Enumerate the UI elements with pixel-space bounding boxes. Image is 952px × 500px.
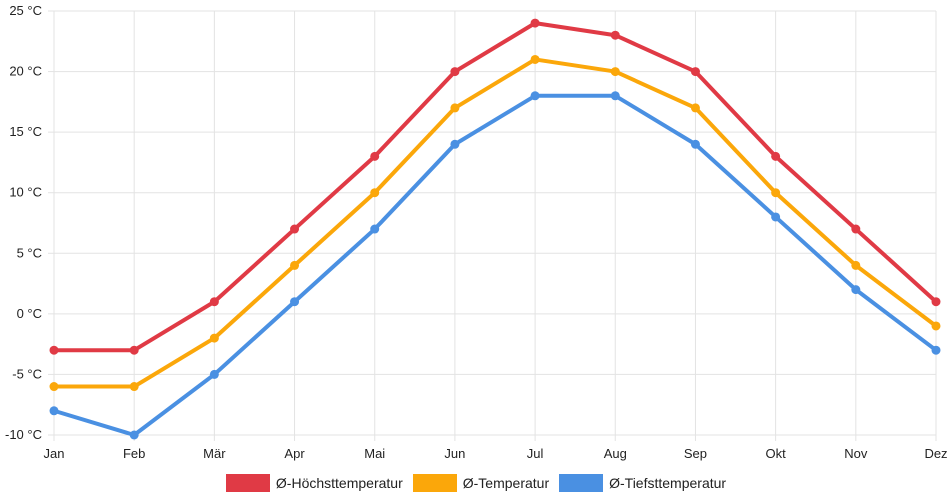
legend-label: Ø-Temperatur: [462, 475, 550, 491]
legend-item[interactable]: Ø-Temperatur: [412, 474, 550, 492]
data-point[interactable]: [610, 91, 620, 101]
data-point[interactable]: [851, 285, 861, 295]
legend-swatch: [559, 474, 604, 492]
data-point[interactable]: [690, 103, 700, 113]
data-point[interactable]: [49, 345, 59, 355]
data-point[interactable]: [931, 297, 941, 307]
data-point[interactable]: [209, 369, 219, 379]
y-tick-label: 5 °C: [17, 245, 42, 260]
x-tick-label: Mär: [203, 446, 226, 461]
data-point[interactable]: [771, 188, 781, 198]
chart-legend: Ø-Höchsttemperatur Ø-Temperatur Ø-Tiefstte…: [0, 472, 952, 494]
data-point[interactable]: [290, 260, 300, 270]
data-point[interactable]: [690, 67, 700, 77]
data-point[interactable]: [129, 430, 139, 440]
x-tick-label: Okt: [766, 446, 787, 461]
x-tick-label: Apr: [284, 446, 305, 461]
y-axis-ticks: -10 °C -5 °C 0 °C 5 °C 10 °C 15 °C 20 °C 25 °C: [5, 3, 42, 442]
data-point[interactable]: [851, 224, 861, 234]
data-point[interactable]: [290, 297, 300, 307]
data-point[interactable]: [931, 321, 941, 331]
data-point[interactable]: [209, 297, 219, 307]
y-tick-label: 0 °C: [17, 306, 42, 321]
legend-swatch: [225, 474, 270, 492]
series-1: [49, 54, 941, 392]
data-point[interactable]: [290, 224, 300, 234]
data-point[interactable]: [530, 18, 540, 28]
series-line: [52, 93, 938, 437]
y-tick-label: 15 °C: [9, 124, 42, 139]
data-point[interactable]: [610, 30, 620, 40]
x-tick-label: Dez: [924, 446, 947, 461]
data-point[interactable]: [450, 67, 460, 77]
temperature-line-chart: -10 °C-5 °C0 °C5 °C10 °C15 °C20 °C25 °C …: [5, 3, 948, 461]
x-tick-label: Mai: [364, 446, 385, 461]
data-point[interactable]: [851, 260, 861, 270]
x-tick-label: Feb: [123, 446, 145, 461]
legend-label: Ø-Tiefsttemperatur: [609, 475, 727, 491]
data-point[interactable]: [370, 224, 380, 234]
legend-swatch: [412, 474, 457, 492]
data-point[interactable]: [49, 406, 59, 416]
data-point[interactable]: [450, 139, 460, 149]
chart-series: [49, 18, 941, 440]
data-point[interactable]: [370, 188, 380, 198]
x-tick-label: Jul: [527, 446, 544, 461]
x-tick-label: Aug: [604, 446, 627, 461]
data-point[interactable]: [530, 91, 540, 101]
data-point[interactable]: [771, 151, 781, 161]
data-point[interactable]: [690, 139, 700, 149]
legend-label: Ø-Höchsttemperatur: [275, 475, 403, 491]
data-point[interactable]: [209, 333, 219, 343]
x-tick-label: Nov: [844, 446, 868, 461]
data-point[interactable]: [129, 345, 139, 355]
data-point[interactable]: [931, 345, 941, 355]
data-point[interactable]: [370, 151, 380, 161]
series-0: [49, 18, 941, 355]
y-tick-label: 10 °C: [9, 185, 42, 200]
data-point[interactable]: [49, 382, 59, 392]
x-tick-label: Jun: [444, 446, 465, 461]
series-2: [49, 91, 941, 440]
series-line: [52, 57, 938, 389]
data-point[interactable]: [450, 103, 460, 113]
data-point[interactable]: [771, 212, 781, 222]
x-tick-label: Jan: [44, 446, 65, 461]
chart-grid: [48, 10, 937, 441]
legend-item[interactable]: Ø-Tiefsttemperatur: [559, 474, 726, 492]
data-point[interactable]: [610, 67, 620, 77]
y-tick-label: 25 °C: [9, 3, 42, 18]
legend-item[interactable]: Ø-Höchsttemperatur: [225, 474, 403, 492]
data-point[interactable]: [129, 382, 139, 392]
y-tick-label: -10 °C: [5, 427, 42, 442]
series-line: [52, 21, 938, 353]
x-axis-ticks: Jan Feb Mär Apr Mai Jun Jul Aug Sep Okt Nov Dez: [44, 446, 948, 461]
y-tick-label: -5 °C: [12, 366, 42, 381]
x-tick-label: Sep: [684, 446, 707, 461]
data-point[interactable]: [530, 54, 540, 64]
y-tick-label: 20 °C: [9, 64, 42, 79]
